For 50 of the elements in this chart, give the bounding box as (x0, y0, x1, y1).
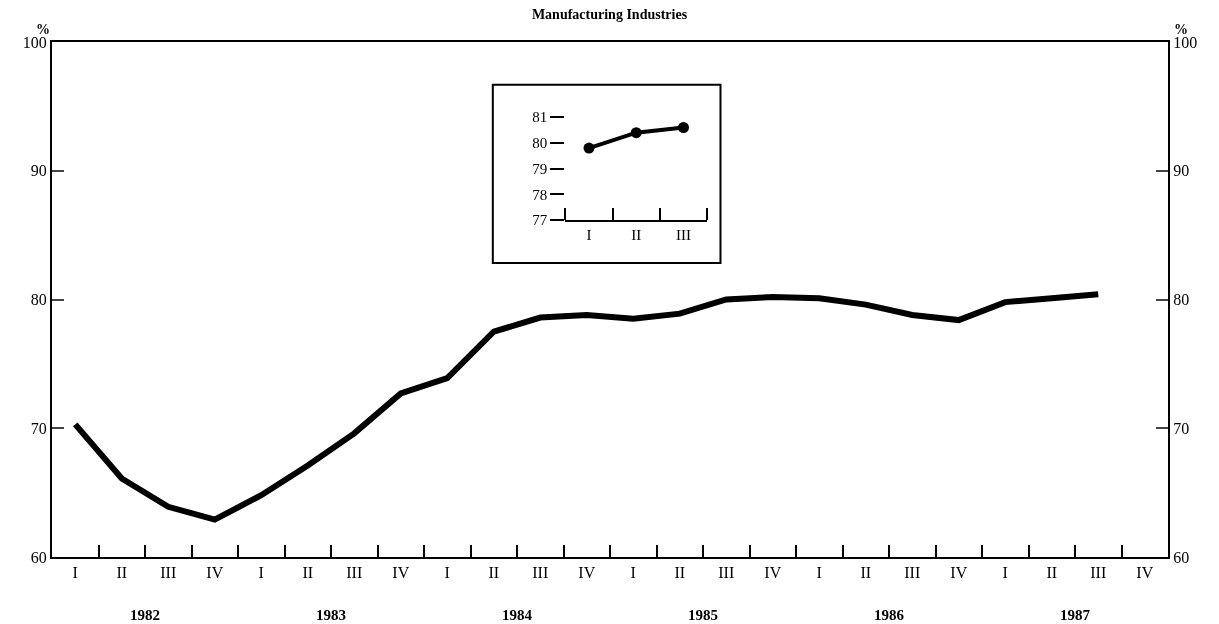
y2-tick-label: 90 (1173, 162, 1190, 180)
x-tick-label: IV (950, 564, 968, 582)
text: 1984 (502, 607, 533, 623)
x-tick-label: I (1002, 564, 1008, 582)
x-tick-label: III (346, 564, 363, 582)
x-tick-label: IV (392, 564, 410, 582)
x-tick-label: IV (764, 564, 782, 582)
y-tick-label: 80 (30, 291, 47, 309)
point (630, 127, 642, 139)
y-tick-label: 77 (532, 212, 548, 229)
x-tick-label: III (904, 564, 921, 582)
y2-tick-label: 80 (1173, 291, 1190, 309)
y-tick-label: 90 (30, 162, 47, 180)
x-tick-label: III (1090, 564, 1107, 582)
text: 1986 (874, 607, 905, 623)
x-tick-label: II (860, 564, 872, 582)
x-tick-label: II (302, 564, 314, 582)
x-tick-label: III (718, 564, 735, 582)
x-tick-label: III (675, 227, 691, 244)
text: 1987 (1060, 607, 1091, 623)
chart-title: Manufacturing Industries (531, 7, 688, 23)
x-tick-label: II (631, 227, 642, 244)
text: 1982 (130, 607, 160, 623)
x-tick-label: II (116, 564, 128, 582)
text: 1983 (316, 607, 346, 623)
y-tick-label: 70 (30, 419, 47, 437)
x-tick-label: IV (1136, 564, 1154, 582)
x-tick-label: III (532, 564, 549, 582)
text: 1985 (688, 607, 718, 623)
y-tick-label: 79 (532, 160, 548, 177)
x-tick-label: II (1046, 564, 1058, 582)
x-tick-label: II (488, 564, 500, 582)
y-tick-label: 78 (532, 186, 548, 203)
x-tick-label: I (72, 564, 78, 582)
x-tick-label: I (816, 564, 822, 582)
x-tick-label: I (444, 564, 450, 582)
x-tick-label: II (674, 564, 686, 582)
point (677, 121, 689, 133)
y2-tick-label: 60 (1173, 548, 1190, 566)
y-tick-label: 60 (30, 548, 47, 566)
point (583, 142, 595, 154)
x-tick-label: III (160, 564, 177, 582)
x-tick-label: I (258, 564, 264, 582)
x-tick-label: IV (578, 564, 596, 582)
y-tick-label: 80 (532, 135, 548, 152)
x-tick-label: IV (206, 564, 224, 582)
x-tick-label: I (586, 227, 592, 244)
x-tick-label: I (630, 564, 636, 582)
y2-tick-label: 70 (1173, 419, 1190, 437)
y-tick-label: 81 (532, 109, 548, 126)
